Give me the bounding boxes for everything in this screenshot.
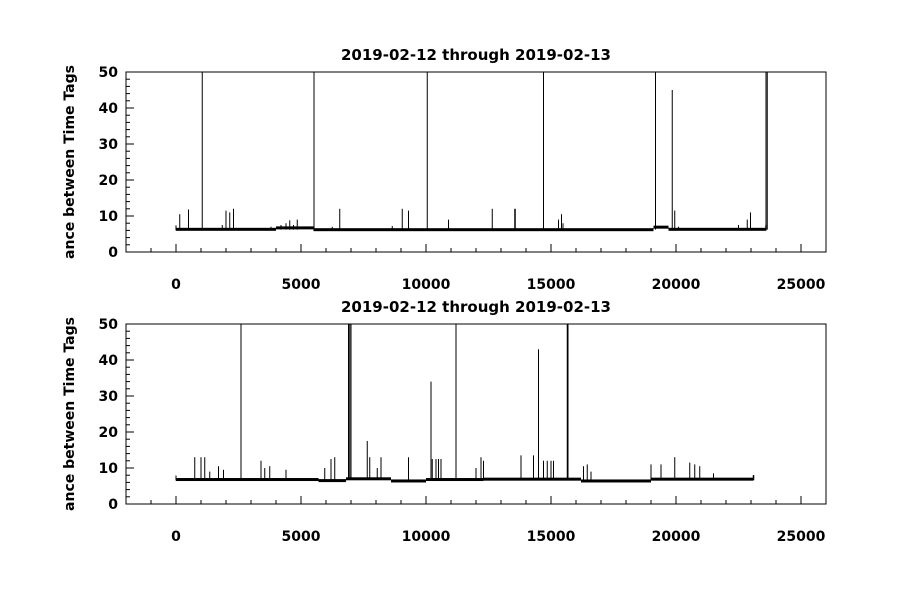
chart-title: 2019-02-12 through 2019-02-13	[341, 298, 611, 316]
x-tick-label: 0	[171, 277, 181, 293]
series-baseline-segment	[651, 477, 754, 481]
y-tick-label: 20	[99, 173, 119, 189]
x-tick-label: 25000	[777, 529, 826, 545]
series-baseline-segment	[176, 478, 319, 482]
chart-panel-2: 2019-02-12 through 2019-02-13 ance betwee…	[62, 298, 827, 545]
y-tick-label: 50	[99, 317, 119, 333]
series-baseline-segment	[668, 227, 766, 231]
series-baseline-segment	[426, 478, 484, 482]
y-tick-label: 40	[99, 353, 119, 369]
y-axis-label: ance between Time Tags	[62, 317, 78, 511]
series-baseline-segment	[276, 226, 314, 230]
series-baseline-segment	[313, 228, 654, 232]
y-tick-label: 0	[108, 497, 118, 513]
y-tick-label: 10	[99, 461, 119, 477]
series-baseline-segment	[581, 479, 651, 483]
series-baseline-segment	[653, 225, 669, 229]
x-tick-label: 10000	[402, 529, 451, 545]
y-tick-label: 10	[99, 209, 119, 225]
chart-title: 2019-02-12 through 2019-02-13	[341, 46, 611, 64]
y-tick-label: 30	[99, 389, 119, 405]
plot-frame	[125, 71, 827, 253]
x-tick-label: 0	[171, 529, 181, 545]
series-baseline-segment	[391, 479, 426, 483]
x-tick-label: 5000	[282, 529, 321, 545]
y-tick-label: 30	[99, 137, 119, 153]
series-baseline-segment	[483, 477, 581, 481]
y-tick-label: 40	[99, 101, 119, 117]
x-tick-label: 20000	[652, 277, 701, 293]
y-tick-label: 20	[99, 425, 119, 441]
series-baseline-segment	[346, 477, 391, 481]
series-line	[175, 72, 768, 232]
x-tick-label: 25000	[777, 277, 826, 293]
chart-panel-1: 2019-02-12 through 2019-02-13 ance betwee…	[62, 46, 827, 293]
y-tick-label: 0	[108, 245, 118, 261]
x-tick-label: 10000	[402, 277, 451, 293]
y-tick-label: 50	[99, 65, 119, 81]
series-line	[175, 324, 755, 483]
x-tick-label: 15000	[527, 529, 576, 545]
x-tick-label: 5000	[282, 277, 321, 293]
series-baseline-segment	[318, 479, 346, 483]
x-tick-label: 15000	[527, 277, 576, 293]
x-tick-label: 20000	[652, 529, 701, 545]
y-axis-label: ance between Time Tags	[62, 65, 78, 259]
